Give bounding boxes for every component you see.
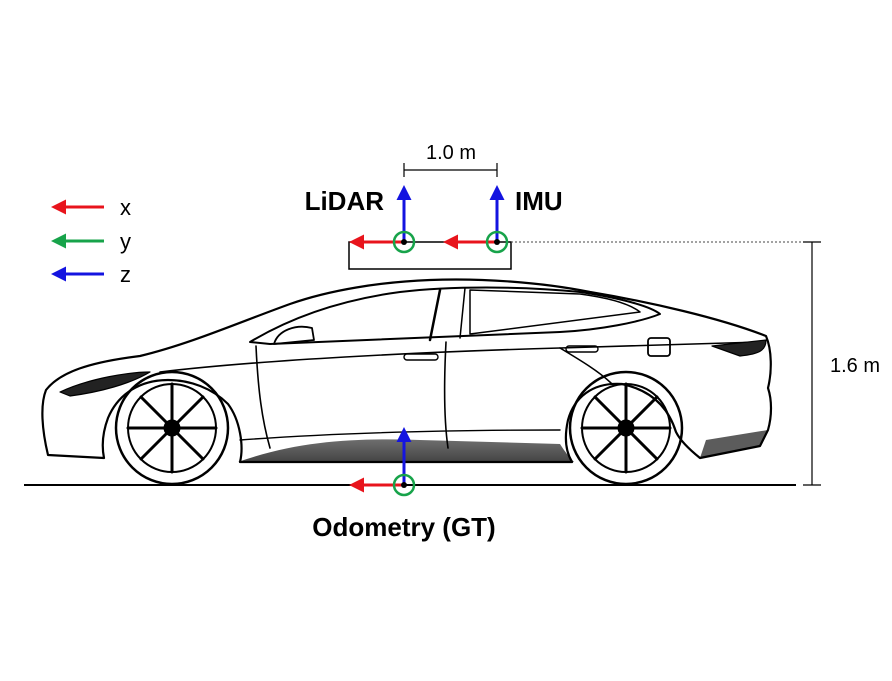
- car-illustration: [41, 278, 773, 486]
- lidar-y-circle-icon: [392, 230, 416, 254]
- legend-item-y: y: [51, 229, 131, 254]
- legend-label-z: z: [120, 262, 131, 287]
- legend-label-x: x: [120, 195, 131, 220]
- odometry-y-circle-icon: [392, 473, 416, 497]
- door-handle-rear: [565, 345, 599, 353]
- car-body-outline: [41, 278, 773, 464]
- imu-frame: IMU: [443, 185, 563, 254]
- charge-port: [647, 337, 671, 357]
- door-handle-front: [403, 353, 439, 361]
- imu-y-circle-icon: [485, 230, 509, 254]
- height-dimension: 1.6 m: [511, 241, 880, 486]
- lidar-label: LiDAR: [305, 186, 385, 216]
- legend-item-z: z: [51, 262, 131, 287]
- headlight: [59, 371, 151, 397]
- axis-legend: x y z: [51, 195, 131, 287]
- legend-label-y: y: [120, 229, 131, 254]
- spacing-label: 1.0 m: [426, 142, 476, 164]
- sensor-mount-box: [348, 241, 512, 270]
- spacing-dimension: 1.0 m: [403, 142, 498, 177]
- front-wheel: [114, 370, 230, 486]
- height-label: 1.6 m: [830, 355, 880, 377]
- underbody-shading: [238, 439, 574, 462]
- legend-item-x: x: [51, 195, 131, 220]
- b-pillar: [428, 288, 442, 342]
- side-mirror: [273, 325, 315, 345]
- imu-label: IMU: [515, 186, 563, 216]
- lidar-frame: LiDAR: [305, 185, 416, 254]
- rear-wheel: [568, 370, 684, 486]
- tail-light: [711, 339, 767, 357]
- odometry-label: Odometry (GT): [312, 512, 495, 542]
- window-frame: [249, 286, 661, 345]
- odometry-frame: Odometry (GT): [312, 427, 496, 542]
